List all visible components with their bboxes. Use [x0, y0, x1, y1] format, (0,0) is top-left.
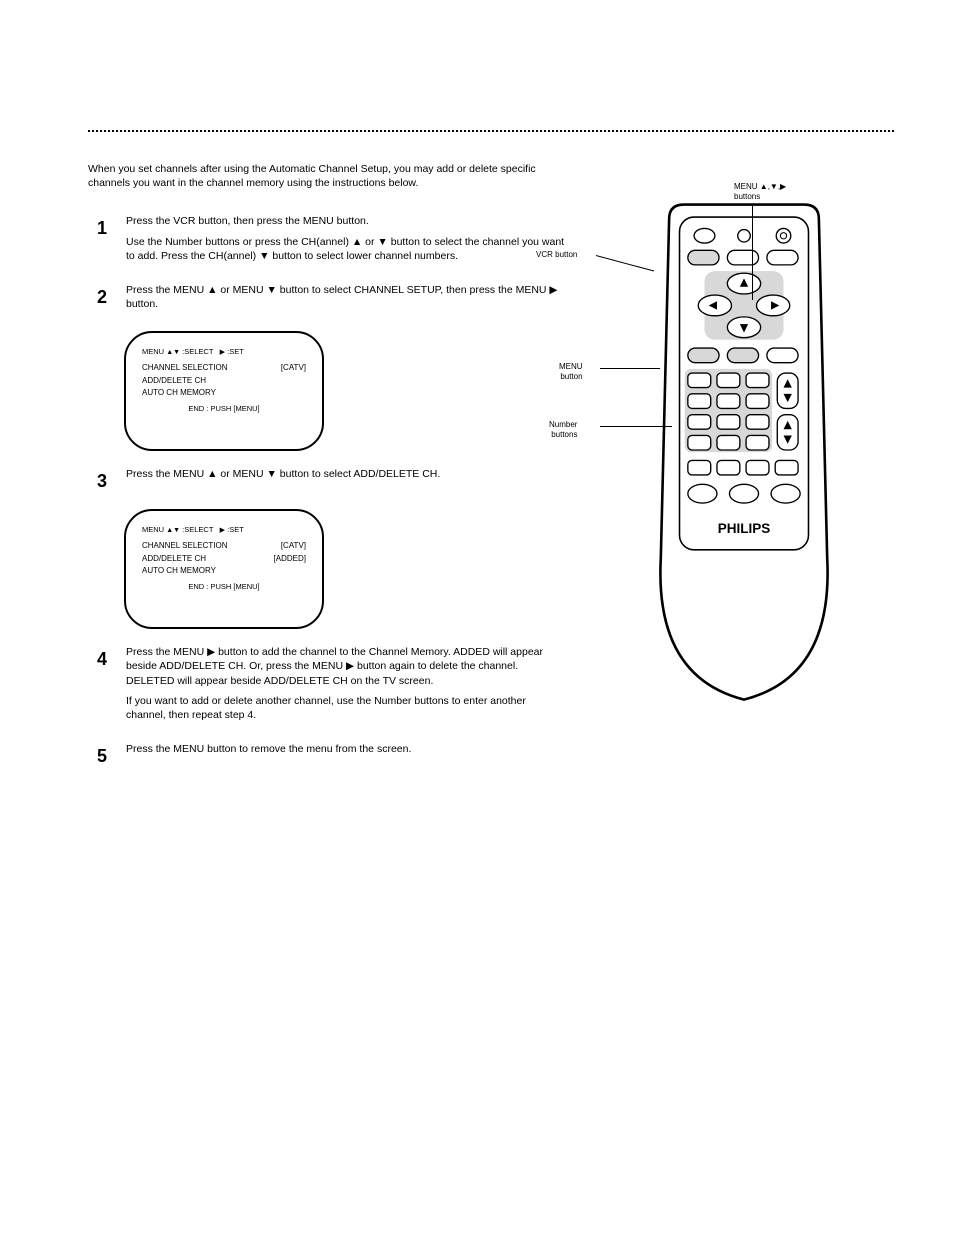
osd-title: MENU ▲▼ :SELECT ▶ :SET — [142, 525, 306, 535]
callout-line — [752, 205, 753, 300]
step-line: Press the MENU ▲ or MENU ▼ button to sel… — [126, 467, 568, 481]
step-line: Press the MENU ▶ button to add the chann… — [126, 645, 568, 688]
step-number: 1 — [88, 214, 116, 242]
step-number: 4 — [88, 645, 116, 673]
step-2: 2 Press the MENU ▲ or MENU ▼ button to s… — [88, 283, 568, 317]
callout-vcr: VCR button — [536, 250, 577, 260]
osd-footer: END : PUSH [MENU] — [142, 582, 306, 592]
osd-row: AUTO CH MEMORY — [142, 388, 306, 398]
callout-menu: MENU button — [559, 362, 583, 381]
osd-screen-2: MENU ▲▼ :SELECT ▶ :SET CHANNEL SELECTION… — [124, 509, 324, 629]
step-line: Press the MENU ▲ or MENU ▼ button to sel… — [126, 283, 568, 311]
step-number: 3 — [88, 467, 116, 495]
step-line: Press the MENU button to remove the menu… — [126, 742, 568, 756]
step-4: 4 Press the MENU ▶ button to add the cha… — [88, 645, 568, 728]
callout-menu-arrows: MENU ▲,▼,▶ buttons — [734, 182, 786, 201]
osd-row: CHANNEL SELECTION[CATV] — [142, 363, 306, 373]
step-1: 1 Press the VCR button, then press the M… — [88, 214, 568, 269]
osd-row: ADD/DELETE CH[ADDED] — [142, 554, 306, 564]
brand-text: PHILIPS — [718, 521, 771, 536]
step-line: Use the Number buttons or press the CH(a… — [126, 235, 568, 263]
step-line: If you want to add or delete another cha… — [126, 694, 568, 722]
step-number: 5 — [88, 742, 116, 770]
callout-line — [600, 368, 660, 369]
osd-title: MENU ▲▼ :SELECT ▶ :SET — [142, 347, 306, 357]
osd-row: ADD/DELETE CH — [142, 376, 306, 386]
remote-diagram: VCR button MENU ▲,▼,▶ buttons MENU butto… — [604, 190, 884, 710]
callout-line — [600, 426, 672, 427]
intro-text: When you set channels after using the Au… — [88, 162, 568, 190]
osd-row: AUTO CH MEMORY — [142, 566, 306, 576]
step-5: 5 Press the MENU button to remove the me… — [88, 742, 568, 770]
osd-screen-1: MENU ▲▼ :SELECT ▶ :SET CHANNEL SELECTION… — [124, 331, 324, 451]
instructions-column: When you set channels after using the Au… — [88, 162, 568, 784]
callout-numbers: Number buttons — [549, 420, 577, 439]
step-line: Press the VCR button, then press the MEN… — [126, 214, 568, 228]
step-3: 3 Press the MENU ▲ or MENU ▼ button to s… — [88, 467, 568, 495]
osd-row: CHANNEL SELECTION[CATV] — [142, 541, 306, 551]
divider-dotted — [88, 130, 894, 132]
step-number: 2 — [88, 283, 116, 311]
osd-footer: END : PUSH [MENU] — [142, 404, 306, 414]
